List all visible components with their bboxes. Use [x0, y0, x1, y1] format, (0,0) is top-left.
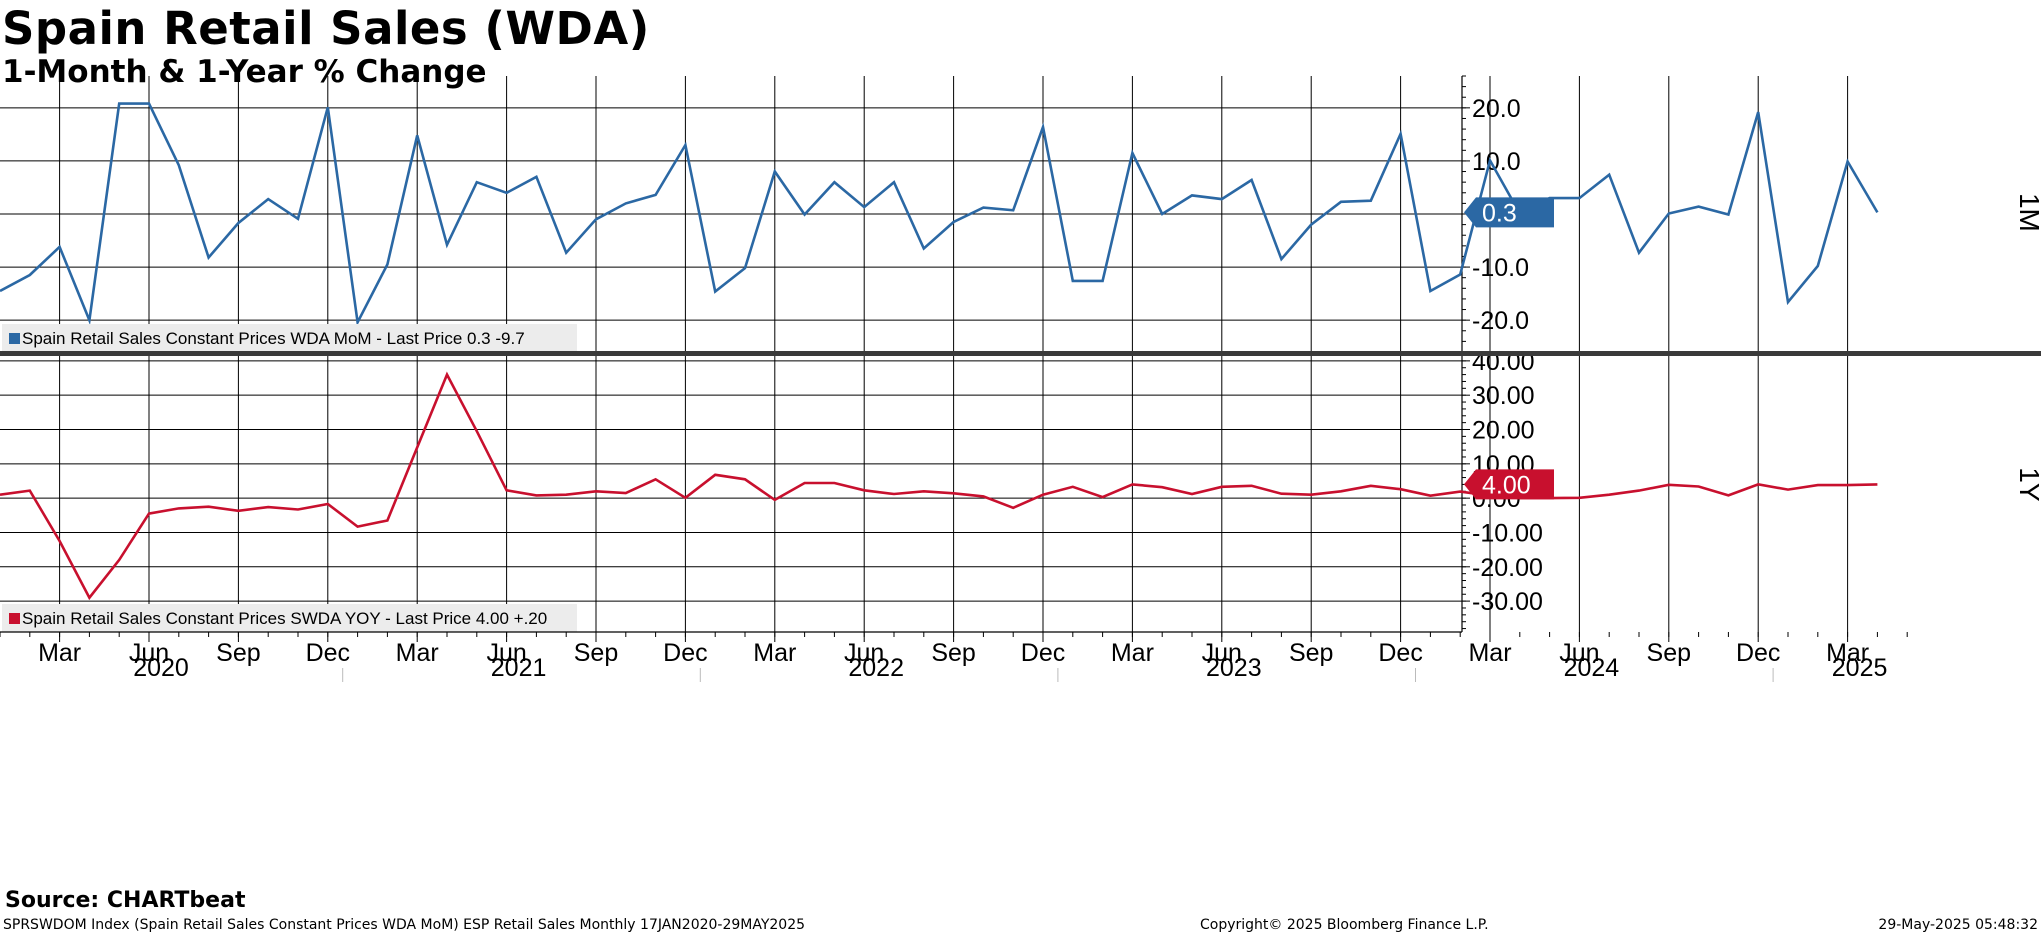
- x-year-label: 2021: [491, 654, 547, 682]
- x-tick-label: Dec: [1736, 639, 1780, 667]
- y-tick-label: 20.00: [1472, 417, 1535, 445]
- legend-swatch: [9, 613, 20, 624]
- y-tick-label: -10.00: [1472, 519, 1543, 547]
- legend-text: Spain Retail Sales Constant Prices WDA M…: [22, 329, 525, 348]
- x-tick-label: Mar: [1826, 639, 1869, 667]
- panel-separator: [0, 351, 2041, 356]
- series-line-top: [0, 102, 1879, 327]
- x-tick-label: Jun: [1202, 639, 1242, 667]
- chart-subtitle: 1-Month & 1-Year % Change: [2, 54, 487, 90]
- last-value-label: 4.00: [1482, 471, 1531, 499]
- y-tick-label: -30.00: [1472, 588, 1543, 616]
- x-tick-label: Mar: [1468, 639, 1511, 667]
- x-tick-label: Dec: [663, 639, 707, 667]
- chart-title: Spain Retail Sales (WDA): [2, 2, 650, 55]
- source-label: Source: CHARTbeat: [5, 888, 246, 913]
- y-tick-label: 20.0: [1472, 95, 1521, 123]
- x-tick-label: Mar: [38, 639, 81, 667]
- x-tick-label: Mar: [753, 639, 796, 667]
- x-tick-label: Jun: [486, 639, 526, 667]
- x-year-label: 2023: [1206, 654, 1262, 682]
- y-tick-label: 30.00: [1472, 382, 1535, 410]
- y-tick-label: -20.0: [1472, 307, 1529, 335]
- x-tick-label: Jun: [844, 639, 884, 667]
- x-tick-label: Mar: [1111, 639, 1154, 667]
- x-tick-label: Sep: [1647, 639, 1691, 667]
- last-value-tag: [1464, 197, 1554, 228]
- x-year-label: 2022: [848, 654, 904, 682]
- axis-label: 1M: [2014, 193, 2041, 232]
- x-tick-label: Sep: [574, 639, 618, 667]
- footer-timestamp: 29-May-2025 05:48:32: [1878, 917, 2038, 933]
- legend-box: [2, 604, 577, 632]
- y-tick-label: -20.00: [1472, 554, 1543, 582]
- last-value-tag: [1464, 469, 1554, 500]
- legend-text: Spain Retail Sales Constant Prices SWDA …: [22, 609, 547, 628]
- x-year-label: 2025: [1832, 654, 1888, 682]
- x-tick-label: Jun: [129, 639, 169, 667]
- legend-swatch: [9, 333, 20, 344]
- last-value-label: 0.3: [1482, 199, 1517, 227]
- x-tick-label: Jun: [1559, 639, 1599, 667]
- footer-description: SPRSWDOM Index (Spain Retail Sales Const…: [3, 917, 806, 933]
- x-year-label: 2024: [1564, 654, 1620, 682]
- x-tick-label: Dec: [1021, 639, 1065, 667]
- x-tick-label: Dec: [1378, 639, 1422, 667]
- x-tick-label: Sep: [931, 639, 975, 667]
- x-tick-label: Sep: [1289, 639, 1333, 667]
- series-line-bottom: [0, 371, 1878, 601]
- x-tick-label: Sep: [216, 639, 260, 667]
- y-tick-label: -10.0: [1472, 254, 1529, 282]
- footer-copyright: Copyright© 2025 Bloomberg Finance L.P.: [1200, 917, 1489, 933]
- legend-box: [2, 324, 577, 352]
- x-tick-label: Mar: [396, 639, 439, 667]
- x-tick-label: Dec: [306, 639, 350, 667]
- x-year-label: 2020: [133, 654, 189, 682]
- axis-label: 1Y: [2014, 467, 2041, 502]
